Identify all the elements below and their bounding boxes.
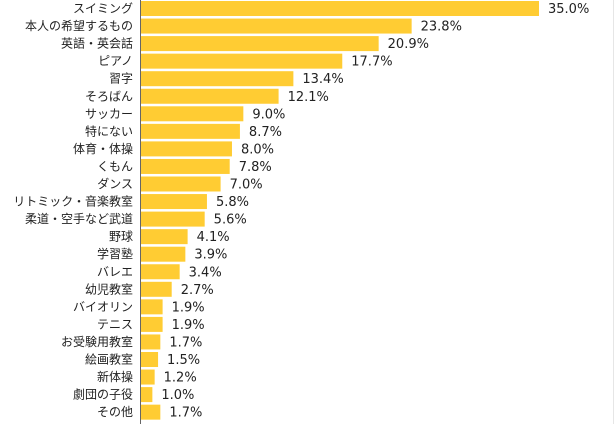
bar-2 [141,36,379,52]
bar-3 [141,53,343,69]
category-label: 体育・体操 [73,141,133,156]
category-label: 学習塾 [97,246,133,261]
bar-4 [141,71,294,87]
category-label: ダンス [97,176,133,191]
category-label: ピアノ [98,54,133,68]
category-label: 特にない [85,123,133,138]
bar-17 [141,299,163,315]
value-label: 5.6% [214,213,247,228]
category-label: 習字 [109,71,133,86]
value-label: 20.9% [388,37,429,52]
category-label: その他 [97,405,133,419]
category-label: リトミック・音楽教室 [13,194,133,209]
category-label: 幼児教室 [85,281,133,296]
bar-group [141,1,539,420]
bar-16 [141,281,172,297]
bar-11 [141,194,207,210]
category-label: 本人の希望するもの [25,18,133,33]
category-label: 劇団の子役 [73,387,133,402]
category-label: 絵画教室 [85,352,133,367]
value-label: 1.7% [169,335,202,350]
category-label: 柔道・空手など武道 [25,212,133,226]
bar-19 [141,334,161,350]
value-label: 4.1% [197,230,230,245]
value-label: 1.9% [172,318,205,333]
category-label: テニス [97,317,133,331]
bar-1 [141,18,412,34]
bar-13 [141,229,188,245]
value-label: 3.9% [194,248,227,263]
value-label: 9.0% [252,107,285,122]
category-label: くもん [97,159,133,173]
value-label: 13.4% [302,72,343,87]
value-label: 2.7% [181,283,214,298]
category-label: お受験用教室 [61,334,133,349]
category-label: バイオリン [73,300,133,314]
bar-14 [141,246,186,262]
bar-23 [141,404,161,420]
bar-9 [141,158,230,174]
bar-7 [141,123,240,139]
bar-5 [141,88,279,104]
bar-0 [141,1,539,16]
category-label: 野球 [109,230,133,244]
value-label: 1.9% [172,300,205,315]
category-label: サッカー [85,107,133,121]
value-label: 23.8% [421,20,462,35]
value-label: 8.7% [249,125,282,140]
category-label: そろばん [85,89,133,103]
category-labels: スイミング本人の希望するもの英語・英会話ピアノ習字そろばんサッカー特にない体育・… [13,2,133,420]
value-label: 7.0% [230,178,263,193]
value-label: 1.0% [161,388,194,403]
bar-10 [141,176,221,192]
bar-20 [141,352,159,367]
bar-12 [141,211,205,227]
bar-21 [141,369,155,385]
bar-22 [141,387,153,403]
value-label: 7.8% [239,160,272,175]
category-label: スイミング [73,2,133,16]
value-label: 3.4% [189,265,222,280]
value-label: 12.1% [288,90,329,105]
value-label: 17.7% [351,55,392,70]
value-label: 8.0% [241,142,274,157]
value-label: 1.7% [169,406,202,421]
value-label: 1.5% [167,353,200,368]
category-label: 新体操 [97,369,133,384]
value-label: 35.0% [548,2,589,17]
category-label: 英語・英会話 [61,36,133,51]
value-labels: 35.0% 23.8% 20.9% 17.7% 13.4% 12.1%9.0% 8.7% 8.… [161,2,589,421]
bar-6 [141,106,244,122]
bar-18 [141,316,163,332]
bar-15 [141,264,180,280]
value-label: 1.2% [164,371,197,386]
category-label: バレエ [97,265,133,279]
value-label: 5.8% [216,195,249,210]
bar-8 [141,141,232,157]
